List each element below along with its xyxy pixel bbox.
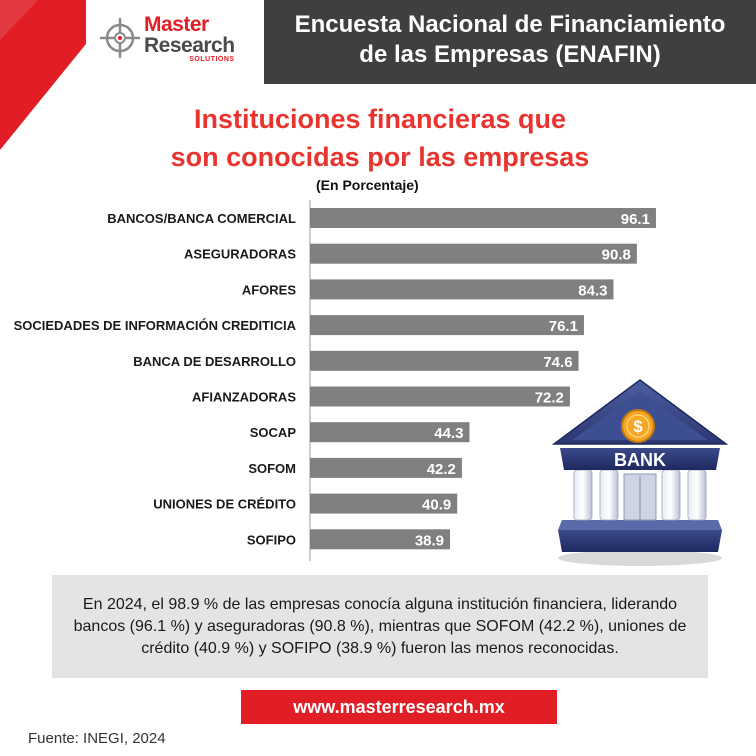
source-note: Fuente: INEGI, 2024: [28, 730, 166, 747]
brand-name-line1: Master: [144, 13, 209, 36]
bank-building-icon: BANK $: [551, 379, 728, 566]
page-title-line1: Encuesta Nacional de Financiamiento: [294, 11, 726, 38]
value-label-5: 72.2: [535, 390, 564, 407]
corner-decoration: [0, 0, 86, 150]
value-label-0: 96.1: [621, 211, 650, 228]
bar-1: [310, 243, 637, 264]
chart-title-line2: son conocidas por las empresas: [170, 142, 590, 172]
category-label-2: AFORES: [242, 282, 297, 297]
value-label-7: 42.2: [427, 461, 456, 478]
brand-tagline: SOLUTIONS: [189, 56, 235, 63]
category-label-5: AFIANZADORAS: [192, 390, 296, 405]
category-label-0: BANCOS/BANCA COMERCIAL: [107, 211, 296, 226]
category-label-1: ASEGURADORAS: [184, 247, 296, 262]
bar-7: [310, 457, 462, 478]
page-title-line2: de las Empresas (ENAFIN): [359, 41, 661, 68]
bar-8: [310, 493, 458, 514]
category-label-9: SOFIPO: [247, 532, 296, 547]
coin-dollar-symbol: $: [633, 417, 643, 436]
bar-4: [310, 350, 579, 371]
value-label-9: 38.9: [415, 532, 444, 549]
bar-6: [310, 422, 470, 443]
category-label-6: SOCAP: [250, 425, 297, 440]
summary-note: En 2024, el 98.9 % de las empresas conoc…: [52, 575, 708, 678]
page-title: Encuesta Nacional de Financiamiento de l…: [264, 10, 756, 70]
chart-subtitle: (En Porcentaje): [316, 177, 419, 193]
chart-title-line1: Instituciones financieras que: [193, 104, 567, 134]
bar-5: [310, 386, 570, 407]
bar-3: [310, 315, 584, 336]
bar-chart: BANCOS/BANCA COMERCIAL 96.1 ASEGURADORAS 90…: [14, 200, 656, 561]
category-label-4: BANCA DE DESARROLLO: [133, 354, 296, 369]
chart-title: Instituciones financieras que son conoci…: [120, 100, 640, 176]
website-link[interactable]: www.masterresearch.mx: [293, 697, 505, 717]
crosshair-icon: [100, 18, 140, 58]
bank-sign-text: BANK: [614, 450, 666, 470]
value-label-4: 74.6: [543, 354, 572, 371]
value-label-1: 90.8: [602, 247, 631, 264]
brand-name-line2: Research: [144, 34, 235, 57]
bar-9: [310, 529, 451, 550]
value-label-8: 40.9: [422, 497, 451, 514]
category-label-7: SOFOM: [248, 461, 296, 476]
brand-logo: Master Research SOLUTIONS: [100, 14, 250, 70]
summary-note-text: En 2024, el 98.9 % de las empresas conoc…: [73, 596, 687, 657]
value-label-6: 44.3: [434, 425, 463, 442]
header-banner: Encuesta Nacional de Financiamiento de l…: [264, 0, 756, 84]
category-label-8: UNIONES DE CRÉDITO: [153, 497, 296, 512]
value-label-2: 84.3: [578, 282, 607, 299]
bar-0: [310, 208, 656, 228]
category-label-3: SOCIEDADES DE INFORMACIÓN CREDITICIA: [14, 318, 297, 333]
bar-2: [310, 279, 614, 300]
website-banner[interactable]: www.masterresearch.mx: [241, 690, 557, 724]
value-label-3: 76.1: [549, 318, 578, 335]
